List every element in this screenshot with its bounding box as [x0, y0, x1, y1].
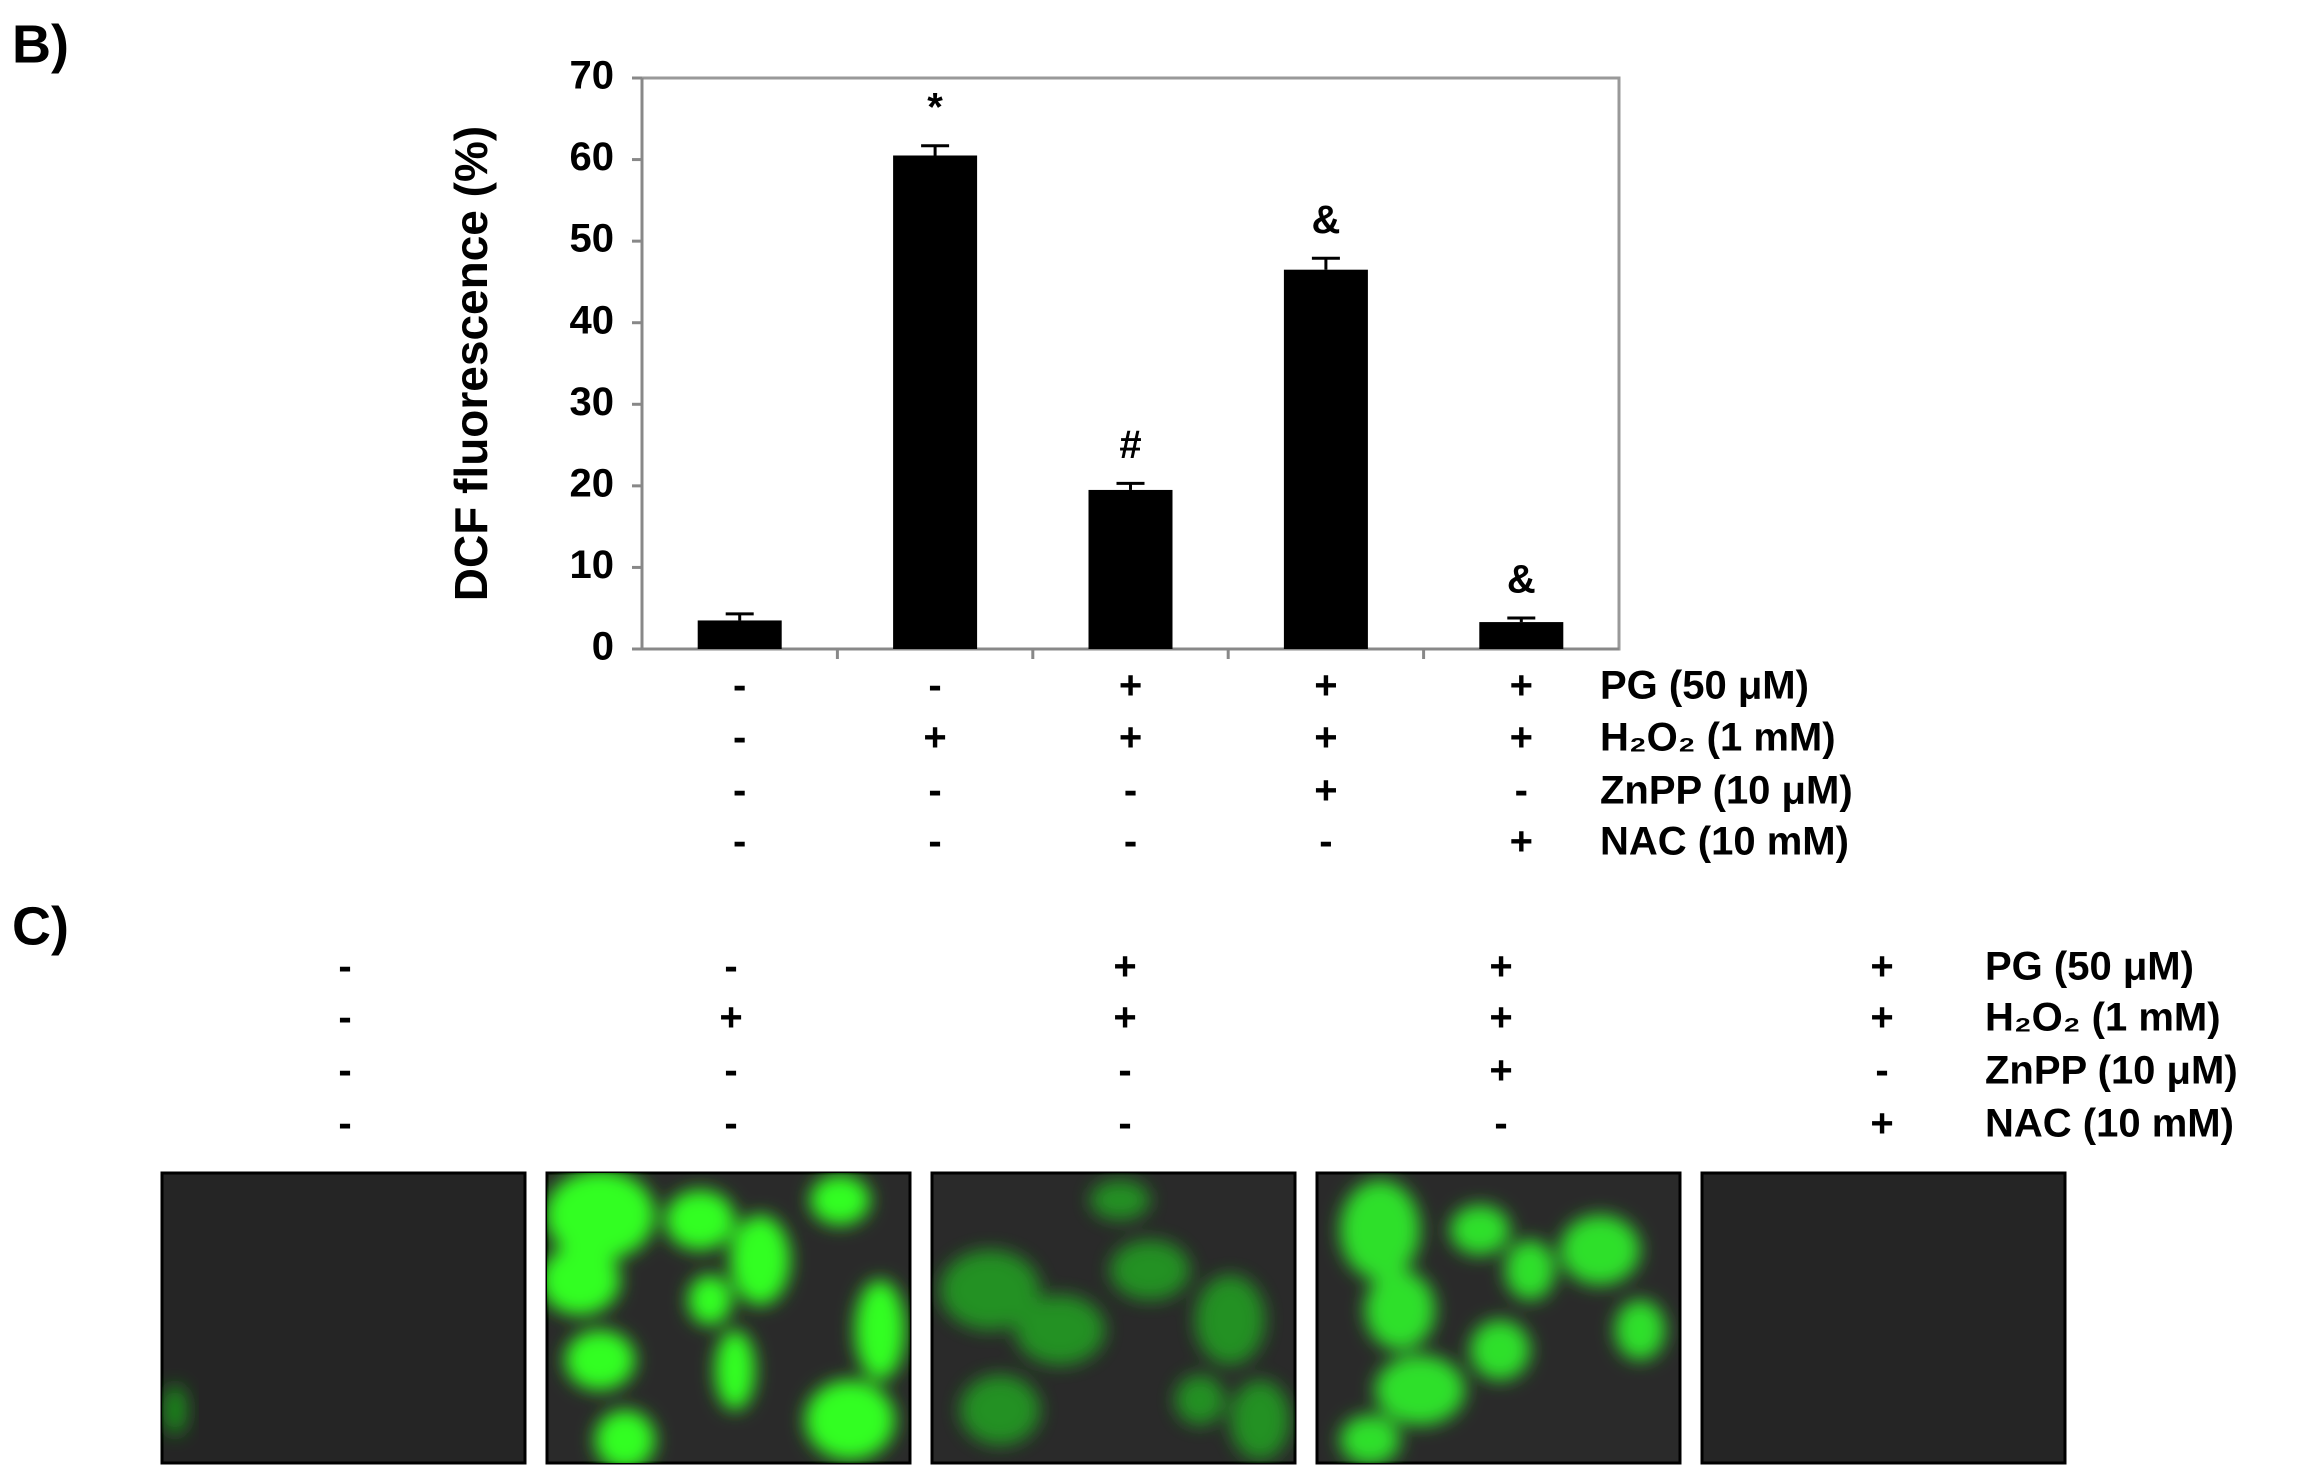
- y-tick-label: 10: [570, 543, 615, 587]
- treatment-sign: -: [733, 716, 746, 760]
- treatment-sign: -: [928, 664, 941, 708]
- cell-signals: [940, 1180, 1290, 1460]
- treatment-sign: -: [724, 945, 737, 989]
- micrograph: [1700, 1171, 2067, 1465]
- treatment-sign: +: [1510, 664, 1533, 708]
- treatment-sign: +: [1314, 716, 1337, 760]
- y-tick-label: 0: [592, 625, 614, 669]
- treatment-sign: +: [1489, 996, 1512, 1040]
- bar: [1479, 622, 1564, 649]
- micrographs: [160, 1171, 2067, 1465]
- bar: [893, 155, 978, 649]
- treatment-sign: -: [1875, 1049, 1888, 1093]
- treatment-sign: +: [1510, 716, 1533, 760]
- panel-label: B): [12, 14, 69, 74]
- treatment-label: ZnPP (10 μM): [1600, 769, 1853, 813]
- significance-mark: *: [927, 85, 943, 129]
- treatment-sign: -: [733, 769, 746, 813]
- cell-signals: [547, 1173, 905, 1463]
- treatment-sign: -: [1118, 1102, 1131, 1146]
- treatment-sign: -: [1118, 1049, 1131, 1093]
- treatment-sign: -: [1494, 1102, 1507, 1146]
- treatment-label: H₂O₂ (1 mM): [1985, 996, 2221, 1040]
- treatment-sign: +: [1489, 945, 1512, 989]
- treatment-label: ZnPP (10 μM): [1985, 1049, 2238, 1093]
- treatment-sign: -: [724, 1102, 737, 1146]
- y-tick-label: 40: [570, 298, 615, 342]
- significance-mark: #: [1119, 423, 1141, 467]
- panel-label: C): [12, 896, 69, 956]
- treatment-sign: +: [1119, 664, 1142, 708]
- treatment-sign: -: [724, 1049, 737, 1093]
- cell-signal: [163, 1385, 187, 1435]
- treatment-sign: +: [1314, 769, 1337, 813]
- bar: [1283, 269, 1368, 649]
- micrograph: [160, 1171, 527, 1465]
- significance-mark: &: [1311, 198, 1340, 242]
- treatment-sign: -: [928, 820, 941, 864]
- bar-chart: 0 10 20 30 40 50 60 70 DCF fluorescence (%) * # & &: [445, 54, 1621, 669]
- treatment-label: NAC (10 mM): [1600, 820, 1849, 864]
- treatment-label: H₂O₂ (1 mM): [1600, 716, 1836, 760]
- treatment-sign: -: [338, 996, 351, 1040]
- treatment-sign: -: [733, 664, 746, 708]
- treatment-sign: -: [733, 820, 746, 864]
- treatment-sign: +: [1489, 1049, 1512, 1093]
- treatment-label: PG (50 μM): [1600, 664, 1809, 708]
- treatment-sign: +: [1870, 1102, 1893, 1146]
- treatment-sign: -: [928, 769, 941, 813]
- significance-mark: &: [1507, 558, 1536, 602]
- treatment-sign: +: [1870, 996, 1893, 1040]
- bar: [697, 620, 782, 649]
- y-tick-label: 30: [570, 380, 615, 424]
- treatment-sign: -: [338, 1102, 351, 1146]
- treatment-sign: -: [338, 1049, 351, 1093]
- treatment-sign: +: [1113, 945, 1136, 989]
- treatment-label: PG (50 μM): [1985, 945, 2194, 989]
- treatment-label: NAC (10 mM): [1985, 1102, 2234, 1146]
- treatment-sign: -: [1124, 820, 1137, 864]
- y-axis-label: DCF fluorescence (%): [445, 126, 497, 601]
- treatment-sign: +: [1113, 996, 1136, 1040]
- treatment-sign: -: [338, 945, 351, 989]
- treatment-sign: -: [1515, 769, 1528, 813]
- y-tick-label: 50: [570, 217, 615, 261]
- y-tick-label: 60: [570, 135, 615, 179]
- treatment-table: - - - - + + + + + + PG (50 μM) PG (50 μM) - - + + + + + + + +…: [338, 664, 2237, 1146]
- bar: [1088, 489, 1173, 649]
- cell-signals: [1340, 1180, 1665, 1463]
- treatment-sign: +: [923, 716, 946, 760]
- treatment-sign: +: [1870, 945, 1893, 989]
- treatment-sign: -: [1124, 769, 1137, 813]
- y-tick-label: 70: [570, 54, 615, 98]
- treatment-sign: +: [1510, 820, 1533, 864]
- y-tick-label: 20: [570, 461, 615, 505]
- treatment-sign: +: [1314, 664, 1337, 708]
- treatment-sign: +: [719, 996, 742, 1040]
- treatment-sign: -: [1319, 820, 1332, 864]
- treatment-sign: +: [1119, 716, 1142, 760]
